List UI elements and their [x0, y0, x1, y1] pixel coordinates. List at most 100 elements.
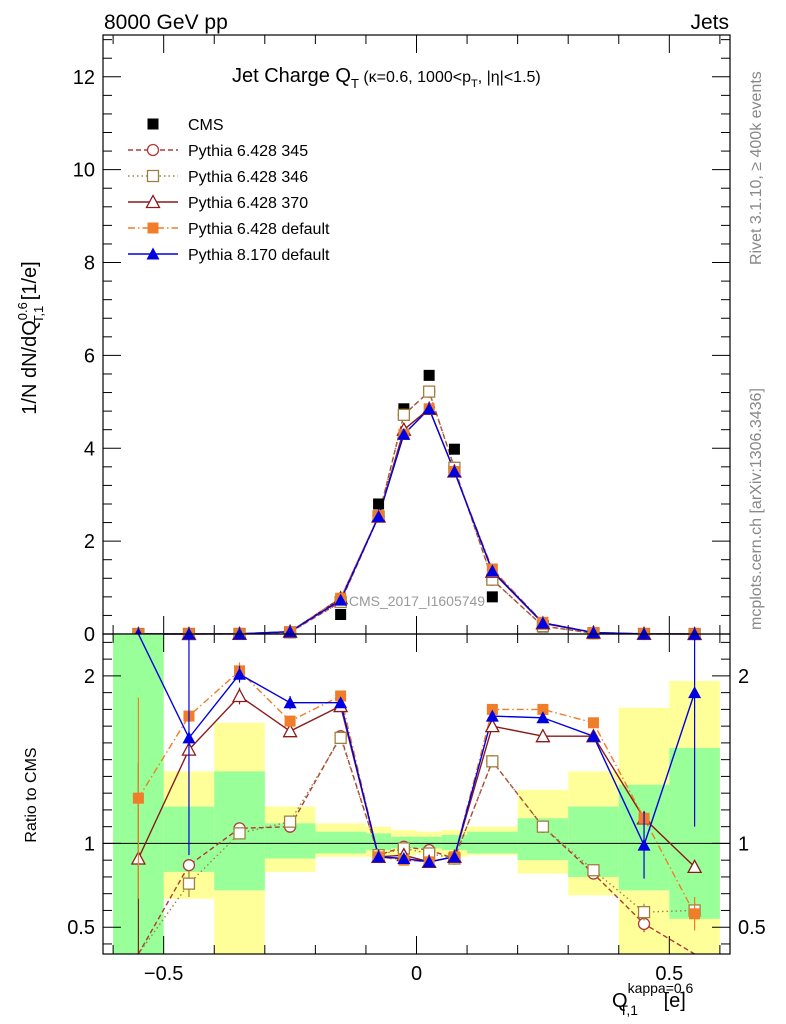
ratio-data-point — [587, 864, 600, 877]
ratio-ylabel: Ratio to CMS — [23, 747, 40, 842]
ratio-band-stat — [441, 835, 468, 851]
main-title-paren-close: , |η|<1.5) — [478, 69, 541, 86]
ratio-ytick-label: 0.5 — [67, 917, 95, 939]
ratio-series-line — [137, 736, 695, 955]
main-y-ticks: 0 2 4 6 8 10 12 — [73, 39, 730, 646]
legend-marker — [146, 247, 160, 260]
ratio-xlabel-text: Q — [612, 990, 628, 1012]
main-x-ticks — [112, 35, 721, 634]
ratio-data-point — [536, 820, 550, 833]
ratio-data-point — [231, 688, 248, 703]
ratio-data-point — [132, 792, 144, 804]
main-title-paren: (κ=0.6, 1000<p — [359, 69, 471, 86]
legend-label: Pythia 6.428 370 — [188, 195, 308, 212]
watermark: CMS_2017_I1605749 — [349, 593, 485, 609]
ratio-data-point — [637, 838, 651, 851]
ratio-xtick-label: 0.5 — [655, 963, 683, 985]
ratio-data-point — [536, 711, 550, 724]
ratio-data-point — [535, 728, 551, 743]
ratio-data-point — [233, 667, 247, 680]
ratio-xlabel-unit: [e] — [658, 990, 686, 1012]
legend-label: Pythia 6.428 default — [188, 221, 330, 238]
ratio-ytick-label-right: 1 — [738, 833, 749, 855]
ratio-xtick-label: 0 — [411, 963, 422, 985]
legend-marker — [147, 222, 159, 234]
main-data-point — [447, 464, 461, 477]
ratio-data-point — [335, 690, 347, 702]
ratio-data-point — [397, 852, 411, 865]
legend-label: Pythia 6.428 346 — [188, 169, 308, 186]
ratio-ytick-label: 2 — [84, 666, 95, 688]
legend-marker — [146, 169, 160, 183]
main-data-point — [334, 593, 348, 606]
ratio-data-point — [334, 696, 348, 709]
main-data-point — [423, 369, 435, 381]
ratio-data-point — [284, 715, 296, 727]
main-ytick-label: 10 — [73, 160, 95, 182]
ratio-data-point — [283, 696, 297, 709]
ratio-data-point — [334, 731, 347, 745]
main-data-point — [486, 591, 498, 603]
ratio-data-point — [283, 815, 297, 828]
ratio-data-point — [447, 850, 461, 863]
ratio-data-point — [282, 723, 298, 738]
ratio-ytick-label: 1 — [84, 833, 95, 855]
ratio-band-stat — [467, 831, 518, 854]
ratio-data-point — [537, 703, 549, 715]
main-title-paren-sub: T — [471, 78, 478, 90]
main-data-point — [233, 627, 247, 640]
main-title-text: Jet Charge Q — [232, 65, 351, 87]
ratio-xlabel-sub: T,1 — [619, 1002, 638, 1018]
ratio-series-line — [137, 695, 696, 868]
ratio-xlabel: Qkappa=0.6 T,1 [e] — [612, 980, 694, 1018]
main-data-point — [372, 510, 386, 523]
ratio-series-line — [137, 633, 696, 863]
main-data-point — [448, 443, 460, 455]
main-ytick-label: 0 — [84, 624, 95, 646]
main-data-point — [485, 564, 499, 577]
ratio-band-stat — [416, 836, 442, 849]
main-ytick-label: 2 — [84, 531, 95, 553]
legend-marker — [146, 143, 160, 157]
ratio-data-point — [688, 686, 702, 699]
rivet-label: Rivet 3.1.10, ≥ 400k events — [748, 71, 765, 265]
main-series-line — [138, 390, 695, 635]
header-right: Jets — [690, 11, 729, 34]
ratio-data-point — [637, 905, 651, 919]
ratio-data-point — [587, 717, 599, 729]
ratio-data-point — [182, 877, 196, 890]
legend-label: Pythia 8.170 default — [188, 247, 330, 264]
legend-marker — [145, 194, 161, 209]
main-ytick-label: 8 — [84, 253, 95, 275]
legend-marker — [147, 118, 159, 130]
mcplots-label: mcplots.cern.ch [arXiv:1306.3436] — [748, 388, 765, 630]
ratio-data-point — [233, 827, 246, 840]
ratio-data-point — [586, 729, 600, 742]
main-ylabel-sub: T,1 — [31, 306, 46, 323]
ratio-data-point — [689, 908, 701, 920]
main-ylabel-text: 1/N dN/dQ — [19, 320, 41, 414]
ratio-data-point — [485, 709, 499, 722]
main-ylabel: 1/N dN/dQ0.6T,1 [1/e] — [15, 261, 46, 414]
ratio-data-point — [372, 850, 386, 863]
ratio-data-point — [182, 859, 196, 872]
main-data-point — [536, 616, 550, 629]
ratio-band-stat — [365, 833, 392, 851]
ratio-ytick-label-right: 2 — [738, 666, 749, 688]
main-ylabel-sup: 0.6 — [15, 302, 30, 320]
main-data-point — [422, 402, 436, 415]
ratio-data-point — [182, 731, 196, 744]
main-data-point — [586, 626, 600, 639]
legend: CMS Pythia 6.428 345 Pythia 6.428 346 Pythi… — [128, 117, 330, 264]
main-data-point — [335, 608, 347, 620]
ratio-data-point — [484, 718, 500, 733]
ratio-panel: 0.5 0.5 1 1 2 2 −0.5 0 0.5 Ratio to CMS Qkappa=… — [23, 633, 766, 1018]
header-left: 8000 GeV pp — [104, 11, 228, 34]
ratio-xlabel-sup: kappa=0.6 — [628, 980, 694, 996]
ratio-x-ticks: −0.5 0 0.5 — [112, 634, 721, 985]
legend-label: CMS — [188, 117, 224, 134]
ratio-series-layer — [130, 633, 703, 955]
ratio-data-point — [486, 755, 499, 768]
main-ytick-label: 12 — [73, 67, 95, 89]
